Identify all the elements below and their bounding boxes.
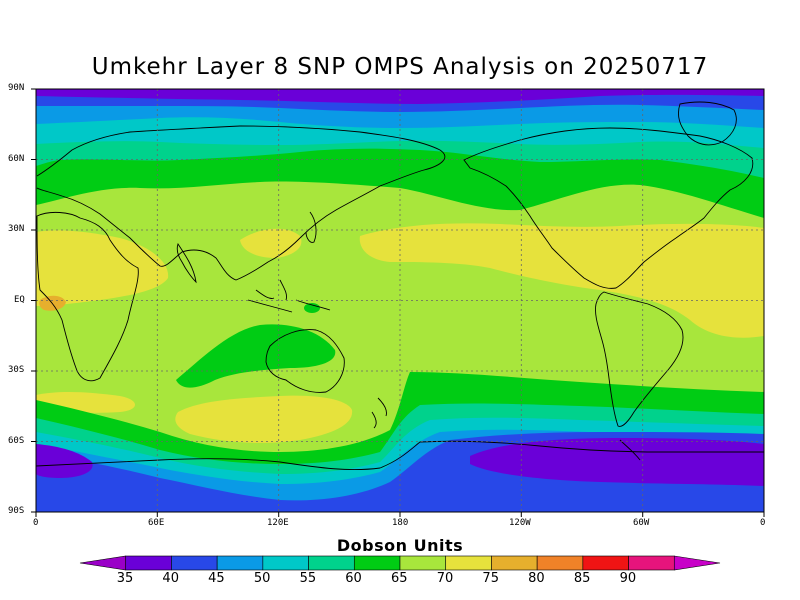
colorbar-swatch [353,555,401,571]
coastline-india [176,242,197,284]
coastline-south-america [595,291,684,427]
band-70-75-south-indian [175,395,353,443]
coastline-africa [36,211,139,382]
ytick-eq: EQ [14,295,25,305]
ytick-60s: 60S [8,436,25,446]
coastlines [36,101,764,471]
colorbar-swatch [582,555,629,571]
xtick-120w: 120W [509,518,531,528]
colorbar-tick-label: 75 [482,571,499,586]
coastline-indonesia [247,279,331,313]
tick-marks [31,88,765,517]
map-title: Umkehr Layer 8 SNP OMPS Analysis on 2025… [91,54,709,80]
ytick-30s: 30S [8,365,25,375]
ytick-60n: 60N [8,154,25,164]
colorbar-tick-label: 65 [391,571,408,586]
band-35-40-north [36,89,764,104]
band-70-75-pacific-america [359,223,764,338]
colorbar-tick-label: 45 [208,571,225,586]
colorbar-swatch [262,555,309,571]
coastline-eurasia [36,125,446,281]
colorbar [79,555,721,571]
xtick-60w: 60W [633,518,650,528]
coastline-north-america [463,127,754,289]
band-35-40-south-pacific [470,438,764,486]
colorbar-swatch [491,555,538,571]
colorbar-swatch [216,555,264,571]
colorbar-swatch [399,555,447,571]
gridlines [36,89,764,512]
colorbar-swatch [445,555,492,571]
colorbar-swatch [171,555,218,571]
colorbar-tick-label: 70 [436,571,454,586]
colorbar-swatch [628,555,675,571]
xtick-0-right: 0 [760,518,766,528]
colorbar-tick-label: 60 [345,571,362,586]
ytick-90n: 90N [8,83,25,93]
band-35-40-south-atlantic [36,444,93,478]
colorbar-tick-label: 40 [162,571,179,586]
colorbar-swatch [536,555,584,571]
colorbar-swatch [125,555,172,571]
colorbar-tick-label: 85 [573,571,591,586]
ytick-30n: 30N [8,224,25,234]
band-60-65-new-guinea [304,303,320,313]
xtick-180: 180 [392,518,409,528]
colorbar-label: Dobson Units [336,536,464,555]
ytick-90s: 90S [8,506,25,516]
xtick-0-left: 0 [33,518,39,528]
band-60-65-south-indian [176,324,336,388]
xtick-120e: 120E [267,518,289,528]
coastline-antarctica [36,440,764,471]
colorbar-tick-label: 50 [253,571,271,586]
colorbar-tick-label: 35 [116,571,134,586]
colorbar-tick-label: 55 [299,571,317,586]
coastline-japan [305,211,317,243]
colorbar-tick-label: 90 [619,571,637,586]
colorbar-swatch [79,555,127,571]
coastline-australia [265,329,345,393]
coastline-greenland [677,101,737,146]
colorbar-swatch [673,555,721,571]
xtick-60e: 60E [148,518,165,528]
colorbar-swatch [308,555,355,571]
colorbar-tick-label: 80 [528,571,545,586]
band-70-75-atlantic-africa [36,230,169,306]
coastline-new-zealand [371,397,387,429]
